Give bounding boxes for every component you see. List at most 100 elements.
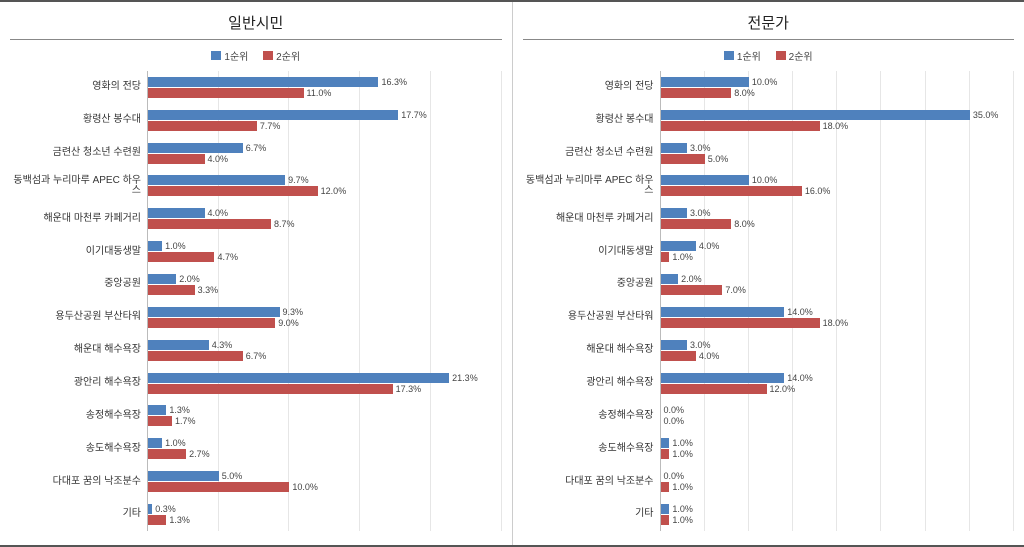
bar-value-label: 3.0% [690,340,711,350]
bar-row: 14.0% [661,307,1015,317]
bar-value-label: 4.0% [208,208,229,218]
bar-value-label: 6.7% [246,143,267,153]
bar-row: 35.0% [661,110,1015,120]
bar-row: 16.3% [148,77,502,87]
bar-series-2 [148,186,318,196]
bar-row: 3.3% [148,285,502,295]
bar-series-2 [148,154,205,164]
bar-row: 2.0% [148,274,502,284]
bar-row: 3.0% [661,340,1015,350]
bar-row: 4.0% [661,241,1015,251]
bar-series-2 [661,515,670,525]
category-label: 용두산공원 부산타워 [523,303,654,331]
bar-value-label: 8.7% [274,219,295,229]
bar-value-label: 6.7% [246,351,267,361]
bar-series-1 [148,438,162,448]
bar-value-label: 3.0% [690,208,711,218]
bar-row: 1.0% [661,438,1015,448]
category-label: 다대포 꿈의 낙조분수 [523,468,654,496]
y-axis-labels: 영화의 전당황령산 봉수대금련산 청소년 수련원동백섬과 누리마루 APEC 하… [10,71,148,531]
bar-row: 12.0% [661,384,1015,394]
bar-row: 2.0% [661,274,1015,284]
bar-row: 1.0% [148,438,502,448]
bar-series-2 [148,416,172,426]
bar-value-label: 1.0% [165,241,186,251]
category-label: 중앙공원 [523,270,654,298]
bar-row: 16.0% [661,186,1015,196]
bar-row: 1.0% [661,252,1015,262]
bar-series-2 [148,351,243,361]
bar-row: 6.7% [148,351,502,361]
bar-group: 4.0%1.0% [661,238,1015,266]
category-label: 해운대 해수욕장 [10,336,141,364]
bar-series-1 [661,175,749,185]
bar-value-label: 0.0% [664,471,685,481]
chart-container: 일반시민 1순위 2순위 영화의 전당황령산 봉수대금련산 청소년 수련원동백섬… [0,0,1024,547]
category-label: 금련산 청소년 수련원 [10,139,141,167]
bar-series-1 [148,405,166,415]
bar-value-label: 12.0% [321,186,347,196]
bars-region: 10.0%8.0%35.0%18.0%3.0%5.0%10.0%16.0%3.0… [661,71,1015,531]
legend-swatch-2b [776,51,786,60]
bar-row: 2.7% [148,449,502,459]
bar-series-1 [148,110,398,120]
bar-row: 21.3% [148,373,502,383]
bar-series-1 [148,307,280,317]
bar-group: 16.3%11.0% [148,73,502,101]
bar-series-2 [148,88,304,98]
bar-row: 18.0% [661,121,1015,131]
bar-row: 4.3% [148,340,502,350]
bar-value-label: 4.7% [217,252,238,262]
bar-series-2 [661,219,732,229]
bar-group: 3.0%4.0% [661,336,1015,364]
category-label: 해운대 마천루 카페거리 [523,205,654,233]
bar-value-label: 1.0% [672,515,693,525]
category-label: 다대포 꿈의 낙조분수 [10,468,141,496]
panel-title-citizens: 일반시민 [10,6,502,40]
bar-series-1 [148,340,209,350]
category-label: 동백섬과 누리마루 APEC 하우스 [523,172,654,200]
category-label: 광안리 해수욕장 [523,369,654,397]
bar-row: 9.0% [148,318,502,328]
category-label: 해운대 해수욕장 [523,336,654,364]
bar-series-1 [148,241,162,251]
bar-value-label: 8.0% [734,219,755,229]
category-label: 황령산 봉수대 [523,106,654,134]
bar-series-2 [148,384,393,394]
bar-group: 10.0%8.0% [661,73,1015,101]
bar-row: 4.0% [148,154,502,164]
bar-row: 7.7% [148,121,502,131]
legend-swatch-1b [724,51,734,60]
category-label: 기타 [523,500,654,528]
bar-value-label: 11.0% [307,88,332,98]
bar-group: 3.0% 8.0% [661,205,1015,233]
bar-series-2 [148,121,257,131]
legend-swatch-1 [211,51,221,60]
bar-row: 0.3% [148,504,502,514]
bar-series-2 [148,285,195,295]
bar-row: 18.0% [661,318,1015,328]
bar-row: 5.0% [148,471,502,481]
bar-row: 1.0% [148,241,502,251]
bar-value-label: 17.7% [401,110,427,120]
bar-group: 1.0%1.0% [661,435,1015,463]
bar-row: 7.0% [661,285,1015,295]
bar-series-2 [661,285,723,295]
legend-experts: 1순위 2순위 [523,40,1015,67]
bar-value-label: 21.3% [452,373,478,383]
bar-row: 17.7% [148,110,502,120]
bar-row: 3.0% [661,143,1015,153]
bar-group: 1.0%2.7% [148,435,502,463]
bar-value-label: 9.7% [288,175,309,185]
bar-value-label: 1.0% [672,438,693,448]
bar-value-label: 4.0% [208,154,229,164]
chart-area-citizens: 영화의 전당황령산 봉수대금련산 청소년 수련원동백섬과 누리마루 APEC 하… [10,67,502,535]
bar-series-1 [661,241,696,251]
bar-series-2 [661,121,820,131]
bar-value-label: 4.0% [699,351,720,361]
bar-series-1 [148,208,205,218]
bar-series-1 [148,274,176,284]
bar-group: 5.0%10.0% [148,468,502,496]
bar-group: 35.0%18.0% [661,106,1015,134]
category-label: 황령산 봉수대 [10,106,141,134]
